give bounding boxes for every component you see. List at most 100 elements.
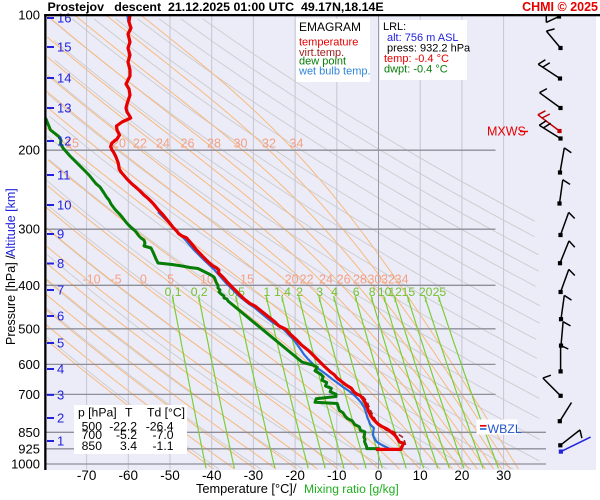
svg-text:14: 14 — [57, 71, 71, 86]
svg-text:Pressure [hPa] /: Pressure [hPa] / — [4, 255, 18, 345]
svg-text:6: 6 — [353, 285, 360, 299]
svg-text:2: 2 — [57, 411, 64, 426]
svg-text:4: 4 — [57, 362, 64, 377]
svg-text:-20: -20 — [285, 468, 305, 483]
svg-text:32: 32 — [262, 137, 276, 151]
svg-text:925: 925 — [18, 441, 40, 456]
svg-text:22: 22 — [300, 273, 314, 287]
svg-text:press: 932.2 hPa: press: 932.2 hPa — [387, 43, 471, 55]
svg-text:-7.0: -7.0 — [152, 428, 173, 442]
svg-text:1000: 1000 — [11, 457, 40, 472]
svg-text:Prostejov descent 21.12.202: Prostejov descent 21.12.2025 01:00 UTC 4… — [48, 0, 384, 14]
svg-text:26: 26 — [337, 273, 351, 287]
svg-text:-5.2: -5.2 — [116, 428, 137, 442]
svg-text:28: 28 — [207, 137, 221, 151]
svg-text:25: 25 — [433, 285, 447, 299]
svg-text:500: 500 — [82, 420, 103, 434]
svg-text:20: 20 — [419, 285, 433, 299]
svg-text:LRL:: LRL: — [383, 21, 406, 33]
svg-text:6: 6 — [57, 309, 64, 324]
svg-text:100: 100 — [18, 8, 40, 23]
svg-text:850: 850 — [18, 425, 40, 440]
svg-text:-10: -10 — [83, 273, 101, 287]
svg-text:11: 11 — [57, 168, 71, 183]
svg-text:EMAGRAM: EMAGRAM — [299, 20, 361, 34]
svg-text:20: 20 — [454, 468, 469, 483]
svg-text:15: 15 — [240, 273, 254, 287]
svg-text:12: 12 — [57, 134, 71, 149]
svg-text:-30: -30 — [244, 468, 264, 483]
svg-text:10: 10 — [413, 468, 428, 483]
svg-text:-26.4: -26.4 — [146, 420, 174, 434]
svg-text:temp: -0.4 °C: temp: -0.4 °C — [384, 53, 449, 65]
svg-text:34: 34 — [290, 137, 304, 151]
svg-text:alt: 756 m ASL: alt: 756 m ASL — [387, 32, 459, 44]
svg-text:Td [°C]: Td [°C] — [147, 406, 185, 420]
svg-text:8: 8 — [369, 285, 376, 299]
svg-text:-70: -70 — [77, 468, 97, 483]
svg-text:26: 26 — [181, 137, 195, 151]
svg-text:700: 700 — [18, 387, 40, 402]
svg-text:p [hPa]: p [hPa] — [78, 406, 117, 420]
svg-text:9: 9 — [57, 227, 64, 242]
svg-text:30: 30 — [234, 137, 248, 151]
svg-text:WBZL: WBZL — [488, 422, 522, 436]
svg-text:5: 5 — [57, 336, 64, 351]
svg-text:200: 200 — [18, 143, 40, 158]
svg-text:8: 8 — [57, 256, 64, 271]
svg-text:5: 5 — [167, 273, 174, 287]
svg-text:30: 30 — [496, 468, 511, 483]
svg-text:15: 15 — [57, 40, 71, 55]
svg-text:MXWS: MXWS — [487, 125, 526, 139]
svg-text:600: 600 — [18, 357, 40, 372]
svg-text:24: 24 — [156, 137, 170, 151]
svg-text:30: 30 — [367, 273, 381, 287]
svg-text:20: 20 — [285, 273, 299, 287]
svg-text:temperature: temperature — [299, 37, 358, 49]
svg-text:CHMI © 2025: CHMI © 2025 — [522, 0, 598, 14]
svg-text:0: 0 — [375, 468, 383, 483]
svg-text:3.4: 3.4 — [120, 439, 137, 453]
svg-text:/: / — [293, 481, 297, 496]
svg-text:15: 15 — [65, 137, 79, 151]
svg-text:22: 22 — [133, 137, 147, 151]
svg-text:24: 24 — [319, 273, 333, 287]
svg-text:4: 4 — [331, 285, 338, 299]
svg-text:13: 13 — [57, 101, 71, 116]
svg-text:400: 400 — [18, 278, 40, 293]
svg-text:3: 3 — [57, 387, 64, 402]
svg-text:wet bulb temp.: wet bulb temp. — [298, 66, 371, 78]
svg-text:-50: -50 — [160, 468, 180, 483]
svg-text:15: 15 — [402, 285, 416, 299]
svg-text:-1.1: -1.1 — [152, 439, 173, 453]
svg-text:28: 28 — [353, 273, 367, 287]
svg-text:dwpt: -0.4 °C: dwpt: -0.4 °C — [384, 64, 448, 76]
svg-text:dew point: dew point — [299, 56, 346, 68]
svg-text:-5: -5 — [110, 273, 121, 287]
svg-text:1.4: 1.4 — [274, 285, 291, 299]
svg-text:T: T — [125, 406, 133, 420]
svg-text:2: 2 — [296, 285, 303, 299]
svg-text:32: 32 — [381, 273, 395, 287]
svg-text:Mixing ratio [g/kg]: Mixing ratio [g/kg] — [304, 482, 399, 496]
svg-text:-40: -40 — [202, 468, 222, 483]
svg-text:10: 10 — [57, 198, 71, 213]
svg-text:-60: -60 — [119, 468, 139, 483]
svg-text:1: 1 — [57, 434, 64, 449]
svg-text:0: 0 — [140, 273, 147, 287]
svg-text:3: 3 — [316, 285, 323, 299]
svg-text:34: 34 — [395, 273, 409, 287]
svg-text:1: 1 — [264, 285, 271, 299]
svg-text:Temperature [°C]: Temperature [°C] — [196, 481, 293, 496]
svg-text:850: 850 — [82, 439, 103, 453]
svg-text:500: 500 — [18, 321, 40, 336]
svg-text:-10: -10 — [327, 468, 347, 483]
svg-text:Altitude [km]: Altitude [km] — [4, 188, 18, 257]
svg-text:-22.2: -22.2 — [109, 420, 137, 434]
svg-text:0.1: 0.1 — [165, 285, 182, 299]
svg-text:0.2: 0.2 — [191, 285, 208, 299]
svg-text:12: 12 — [388, 285, 402, 299]
svg-text:300: 300 — [18, 222, 40, 237]
svg-text:virt.temp.: virt.temp. — [299, 47, 344, 59]
svg-text:10: 10 — [378, 285, 392, 299]
